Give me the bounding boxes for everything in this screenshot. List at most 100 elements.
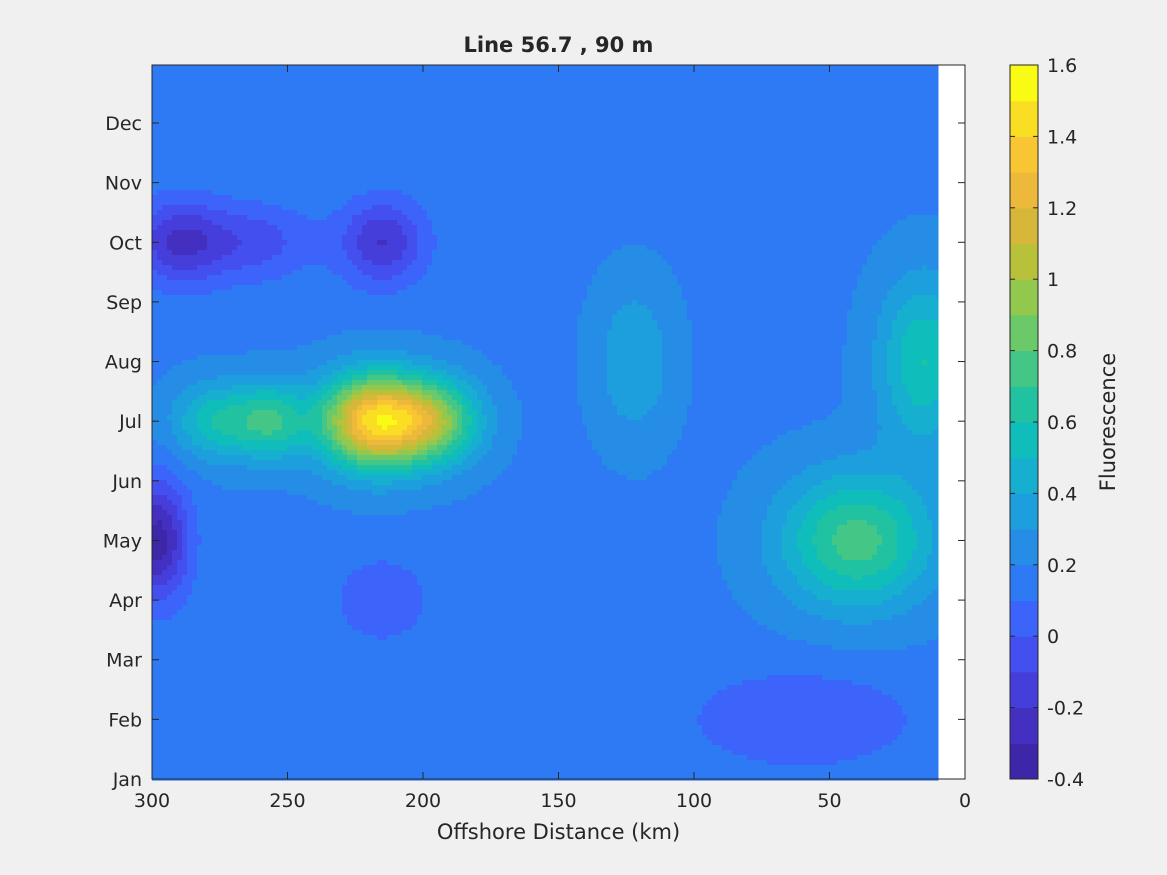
heatmap-cell	[347, 185, 353, 191]
heatmap-cell	[777, 105, 783, 111]
heatmap-cell	[542, 115, 548, 121]
heatmap-cell	[267, 165, 273, 171]
heatmap-cell	[587, 130, 593, 136]
heatmap-cell	[762, 110, 768, 116]
heatmap-cell	[187, 105, 193, 111]
heatmap-cell	[397, 215, 403, 221]
heatmap-cell	[862, 145, 868, 151]
heatmap-cell	[297, 185, 303, 191]
heatmap-cell	[887, 80, 893, 86]
heatmap-cell	[817, 160, 823, 166]
heatmap-cell	[797, 205, 803, 211]
heatmap-cell	[197, 125, 203, 131]
heatmap-cell	[567, 200, 573, 206]
heatmap-cell	[447, 85, 453, 91]
heatmap-cell	[592, 130, 598, 136]
heatmap-cell	[462, 110, 468, 116]
heatmap-cell	[327, 185, 333, 191]
heatmap-cell	[787, 145, 793, 151]
heatmap-cell	[817, 70, 823, 76]
heatmap-cell	[337, 95, 343, 101]
heatmap-cell	[747, 80, 753, 86]
heatmap-cell	[187, 145, 193, 151]
heatmap-cell	[447, 200, 453, 206]
heatmap-cell	[317, 90, 323, 96]
heatmap-cell	[802, 100, 808, 106]
heatmap-cell	[587, 195, 593, 201]
heatmap-cell	[767, 85, 773, 91]
heatmap-cell	[207, 120, 213, 126]
heatmap-cell	[172, 170, 178, 176]
heatmap-cell	[477, 95, 483, 101]
heatmap-cell	[197, 165, 203, 171]
heatmap-cell	[257, 90, 263, 96]
heatmap-cell	[842, 100, 848, 106]
heatmap-cell	[282, 140, 288, 146]
heatmap-cell	[732, 140, 738, 146]
heatmap-cell	[692, 95, 698, 101]
heatmap-cell	[482, 215, 488, 221]
heatmap-cell	[567, 190, 573, 196]
heatmap-cell	[812, 90, 818, 96]
heatmap-cell	[807, 195, 813, 201]
heatmap-cell	[897, 170, 903, 176]
heatmap-cell	[227, 210, 233, 216]
heatmap-cell	[882, 65, 888, 71]
heatmap-cell	[907, 85, 913, 91]
heatmap-cell	[387, 155, 393, 161]
heatmap-cell	[562, 110, 568, 116]
heatmap-cell	[377, 215, 383, 221]
heatmap-cell	[797, 85, 803, 91]
heatmap-cell	[937, 120, 939, 126]
heatmap-cell	[752, 185, 758, 191]
heatmap-cell	[827, 105, 833, 111]
heatmap-cell	[702, 115, 708, 121]
heatmap-cell	[707, 180, 713, 186]
heatmap-cell	[297, 165, 303, 171]
heatmap-cell	[737, 110, 743, 116]
heatmap-cell	[342, 140, 348, 146]
heatmap-cell	[647, 145, 653, 151]
heatmap-cell	[482, 120, 488, 126]
heatmap-cell	[307, 115, 313, 121]
heatmap-cell	[422, 215, 428, 221]
heatmap-cell	[267, 180, 273, 186]
heatmap-cell	[567, 155, 573, 161]
heatmap-cell	[367, 110, 373, 116]
heatmap-cell	[482, 175, 488, 181]
heatmap-cell	[217, 190, 223, 196]
heatmap-cell	[152, 220, 158, 226]
heatmap-cell	[347, 175, 353, 181]
heatmap-cell	[572, 120, 578, 126]
heatmap-cell	[542, 80, 548, 86]
heatmap-cell	[917, 185, 923, 191]
heatmap-cell	[752, 110, 758, 116]
heatmap-cell	[192, 210, 198, 216]
heatmap-cell	[817, 185, 823, 191]
heatmap-cell	[312, 65, 318, 71]
heatmap-cell	[772, 115, 778, 121]
heatmap-cell	[407, 120, 413, 126]
heatmap-cell	[327, 110, 333, 116]
heatmap-cell	[497, 110, 503, 116]
heatmap-cell	[487, 205, 493, 211]
heatmap-cell	[427, 75, 433, 81]
heatmap-cell	[397, 125, 403, 131]
heatmap-cell	[312, 150, 318, 156]
heatmap-cell	[177, 120, 183, 126]
heatmap-cell	[592, 150, 598, 156]
heatmap-cell	[292, 150, 298, 156]
heatmap-cell	[842, 95, 848, 101]
heatmap-cell	[622, 110, 628, 116]
heatmap-cell	[347, 165, 353, 171]
heatmap-cell	[227, 165, 233, 171]
heatmap-cell	[842, 215, 848, 221]
heatmap-cell	[467, 210, 473, 216]
heatmap-cell	[617, 90, 623, 96]
heatmap-cell	[717, 185, 723, 191]
heatmap-cell	[332, 140, 338, 146]
heatmap-cell	[837, 75, 843, 81]
heatmap-cell	[192, 90, 198, 96]
heatmap-cell	[257, 175, 263, 181]
heatmap-cell	[842, 155, 848, 161]
